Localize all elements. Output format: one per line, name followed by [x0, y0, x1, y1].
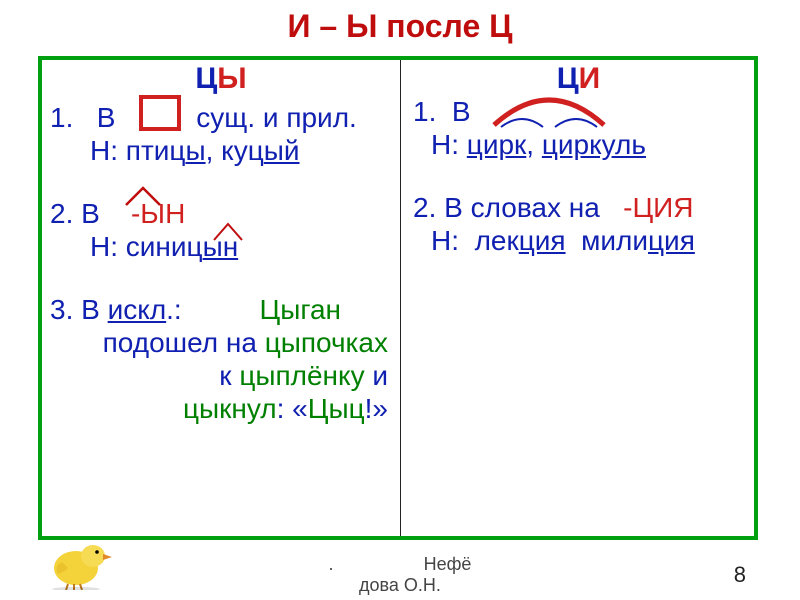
r3-tsygan: Цыган [260, 294, 341, 325]
footer-author: . Нефё дова О.Н. [0, 554, 800, 596]
slide-title: И – Ы после Ц [0, 8, 800, 45]
r3-l4b: : « [277, 393, 308, 424]
title-word-after: после [377, 8, 489, 44]
r2-w1-suf: ын [203, 231, 239, 262]
left-rule-2-example: Н: синицын [90, 230, 400, 263]
column-tsi-heading: ЦИ [401, 62, 756, 95]
left-rule-3-line4: цыкнул: «Цыц!» [42, 392, 400, 425]
r3-iskl: искл [108, 294, 167, 325]
suffix-yn: -ЫН [131, 198, 185, 229]
rr2-ex-label: Н: [431, 225, 459, 256]
r3-l4c: Цыц [308, 393, 365, 424]
left-rule-1-line: 1. В сущ. и прил. [50, 95, 400, 134]
column-tsy: ЦЫ 1. В сущ. и прил. Н: птицы, куцый 2. … [42, 60, 400, 536]
left-rule-1-example: Н: птицы, куцый [90, 134, 400, 167]
rr1-w1: цирк [467, 129, 527, 160]
rules-table: ЦЫ 1. В сущ. и прил. Н: птицы, куцый 2. … [38, 56, 758, 540]
title-letter-ts: Ц [489, 8, 512, 44]
right-rule-2-line: 2. В словах на -ЦИЯ [413, 191, 756, 224]
rnum-1: 1. [413, 96, 436, 127]
rr2-w1-suf: ция [519, 225, 566, 256]
r3-v: В [81, 294, 107, 325]
column-tsy-heading: ЦЫ [42, 62, 400, 95]
left-rule-3-line1: 3. В искл.: Цыган [50, 293, 400, 326]
title-dash: – [310, 8, 346, 44]
r3-colon: .: [166, 294, 182, 325]
heading-ts: Ц [195, 62, 217, 95]
right-rule-1-line: 1. В [413, 95, 756, 128]
heading-i: И [579, 62, 601, 95]
r1-w2-stem: куц [221, 135, 264, 166]
rr1-ex-label: Н: [431, 129, 459, 160]
right-rule-2-example: Н: лекция милиция [431, 224, 756, 257]
rr2-w2-suf: ция [648, 225, 695, 256]
heading-y: Ы [217, 62, 246, 95]
r3-l4d: !» [365, 393, 388, 424]
rr1-w2: циркуль [542, 129, 646, 160]
rr2-w2-stem: мили [581, 225, 648, 256]
r1-sep: , [206, 135, 222, 166]
rr1-v: В [452, 96, 471, 127]
r3-l2a: подошел на [103, 327, 265, 358]
page-number: 8 [734, 562, 746, 588]
rr2-w1-stem: лек [475, 225, 519, 256]
r1-w1-stem: птиц [126, 135, 186, 166]
r1-w2-end: ый [264, 135, 300, 166]
right-rule-1-example: Н: цирк, циркуль [431, 128, 756, 161]
heading-ts-r: Ц [557, 62, 579, 95]
left-rule-3-line3: к цыплёнку и [42, 359, 400, 392]
r1-ex-label: Н: [90, 135, 118, 166]
num-2: 2. [50, 198, 73, 229]
rr2-gap [566, 225, 574, 256]
r1-rest: сущ. и прил. [196, 102, 357, 133]
r2-w1-stem: синиц [126, 231, 203, 262]
r2-ex-label: Н: [90, 231, 118, 262]
title-letter-y: Ы [346, 8, 377, 44]
r3-l3b: цыплёнку [239, 360, 364, 391]
r3-l3c: и [365, 360, 388, 391]
r1-v: В [97, 102, 116, 133]
ending-box-icon [139, 95, 181, 131]
suffix-tsiya: -ЦИЯ [623, 192, 693, 223]
column-tsi: ЦИ 1. В Н: цирк, циркуль [400, 60, 756, 536]
left-rule-3-line2: подошел на цыпочках [42, 326, 400, 359]
r2-v: В [81, 198, 100, 229]
author-l2: дова О.Н. [359, 575, 441, 595]
title-letter-i: И [287, 8, 310, 44]
slide: И – Ы после Ц ЦЫ 1. В сущ. и прил. Н: пт… [0, 0, 800, 600]
left-rule-2-line: 2. В -ЫН [50, 197, 400, 230]
r3-l4a: цыкнул [183, 393, 277, 424]
rnum-2: 2. [413, 192, 436, 223]
r1-w1-end: ы [185, 135, 205, 166]
rr2-text: В словах на [444, 192, 600, 223]
r3-l3a: к [219, 360, 239, 391]
r3-l2b: цыпочках [265, 327, 388, 358]
num-3: 3. [50, 294, 73, 325]
rr1-sep: , [526, 129, 542, 160]
num-1: 1. [50, 102, 73, 133]
author-dot: . [329, 554, 334, 574]
author-l1: Нефё [424, 554, 472, 574]
